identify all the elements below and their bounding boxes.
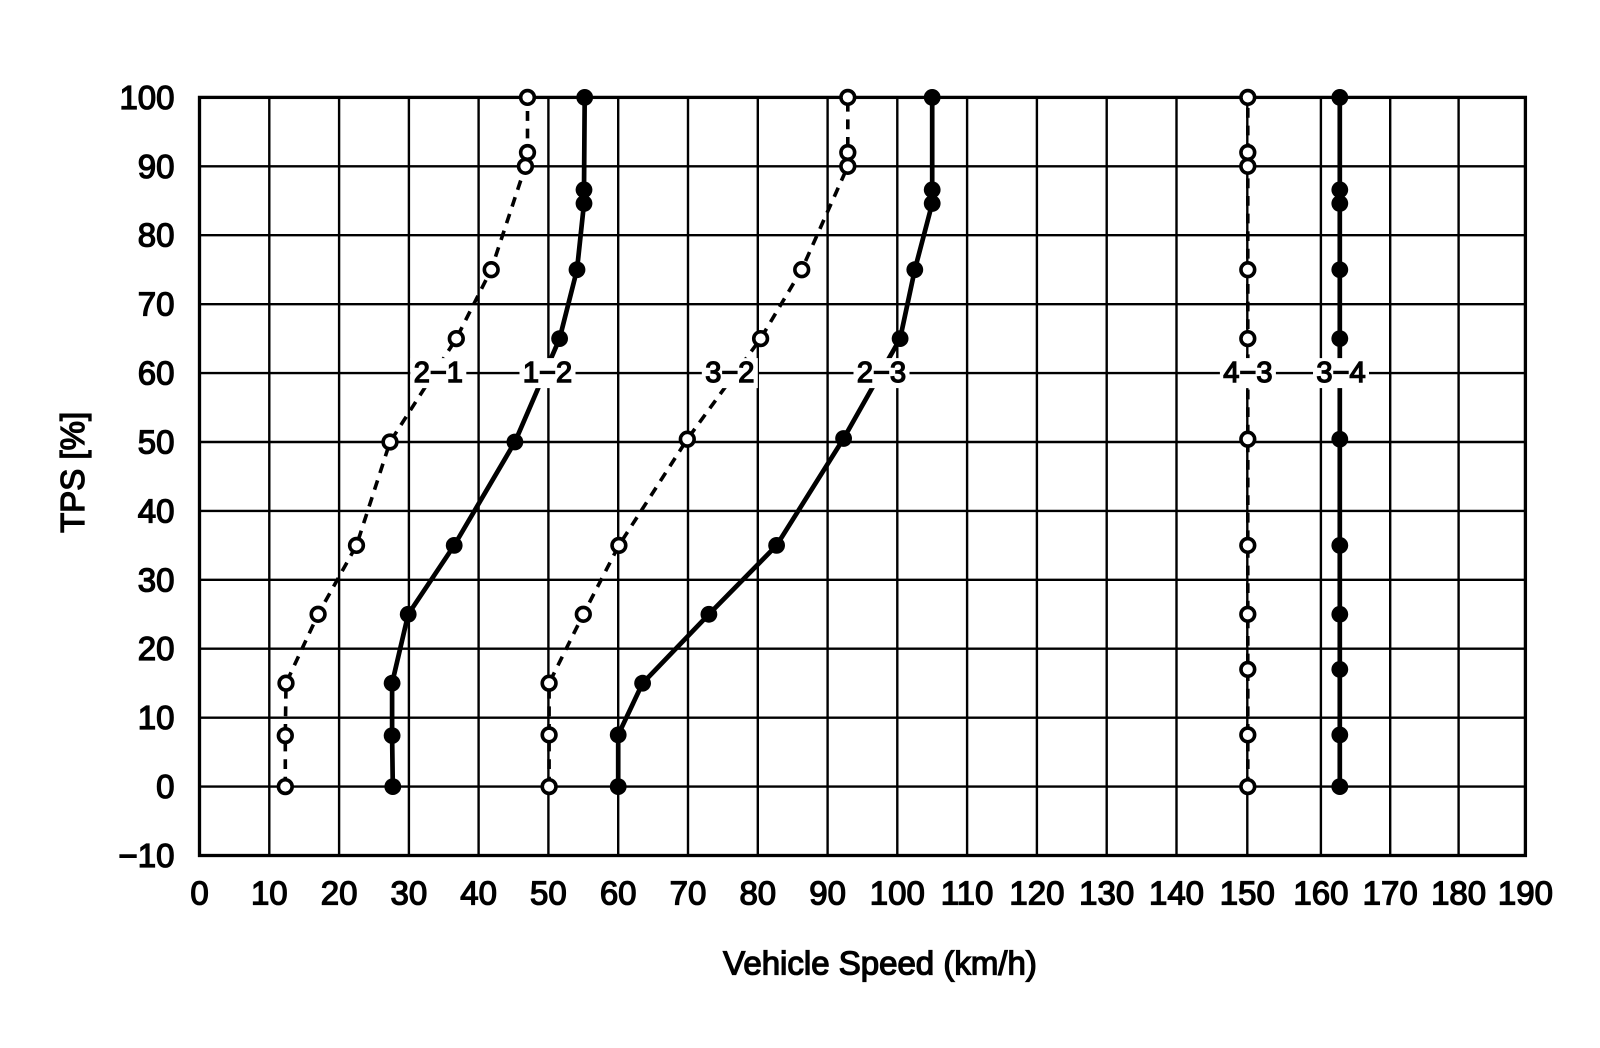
svg-text:60: 60: [600, 875, 637, 912]
svg-text:90: 90: [138, 148, 175, 185]
svg-text:160: 160: [1293, 875, 1348, 912]
svg-text:90: 90: [809, 875, 846, 912]
svg-text:140: 140: [1149, 875, 1204, 912]
svg-text:150: 150: [1220, 875, 1275, 912]
svg-text:70: 70: [670, 875, 707, 912]
svg-text:50: 50: [530, 875, 567, 912]
svg-text:40: 40: [460, 875, 497, 912]
svg-text:180: 180: [1431, 875, 1486, 912]
svg-text:10: 10: [251, 875, 288, 912]
svg-text:3−4: 3−4: [1316, 357, 1365, 389]
svg-text:10: 10: [138, 699, 175, 736]
svg-text:130: 130: [1079, 875, 1134, 912]
svg-text:110: 110: [941, 875, 994, 912]
svg-text:2−3: 2−3: [857, 357, 906, 389]
svg-text:4−3: 4−3: [1223, 357, 1272, 389]
svg-text:100: 100: [119, 79, 174, 116]
svg-text:190: 190: [1498, 875, 1553, 912]
svg-text:80: 80: [739, 875, 776, 912]
svg-text:1−2: 1−2: [523, 357, 572, 389]
svg-text:100: 100: [870, 875, 925, 912]
svg-text:120: 120: [1009, 875, 1064, 912]
svg-text:60: 60: [138, 355, 175, 392]
svg-text:0: 0: [156, 768, 174, 805]
svg-text:30: 30: [138, 561, 175, 598]
svg-text:−10: −10: [119, 837, 175, 874]
svg-text:Vehicle Speed (km/h): Vehicle Speed (km/h): [723, 945, 1037, 982]
svg-text:50: 50: [138, 424, 175, 461]
svg-text:20: 20: [321, 875, 358, 912]
svg-text:3−2: 3−2: [705, 357, 754, 389]
svg-text:80: 80: [138, 217, 175, 254]
svg-text:0: 0: [190, 875, 208, 912]
svg-text:40: 40: [138, 492, 175, 529]
svg-text:TPS [%]: TPS [%]: [54, 412, 91, 533]
svg-text:30: 30: [391, 875, 428, 912]
svg-text:170: 170: [1363, 875, 1418, 912]
svg-text:2−1: 2−1: [414, 357, 463, 389]
svg-text:70: 70: [138, 286, 175, 323]
svg-text:20: 20: [138, 630, 175, 667]
